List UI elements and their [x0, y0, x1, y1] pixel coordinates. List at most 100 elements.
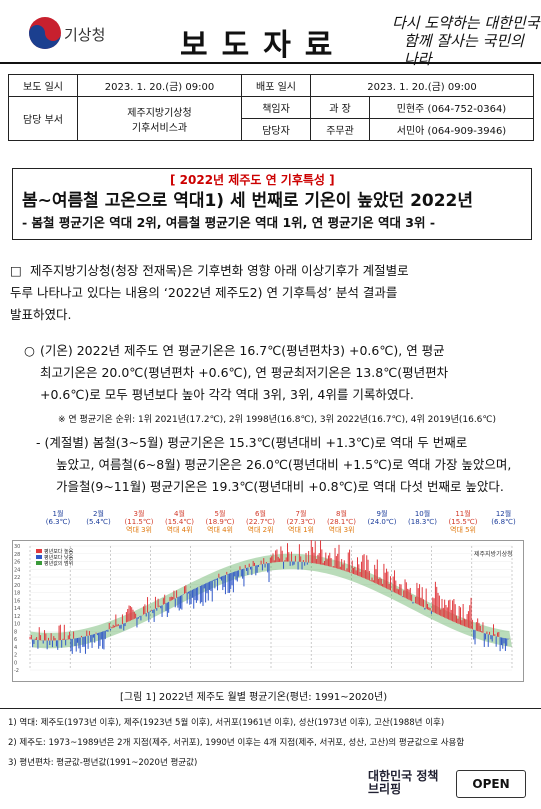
month-name: 11월 — [455, 510, 471, 518]
dept-value: 제주지방기상청 기후서비스과 — [77, 96, 242, 141]
staff-role: 주무관 — [310, 118, 370, 141]
month-label: 5월 (18.9℃) 역대 4위 — [200, 510, 240, 534]
month-name: 4월 — [174, 510, 185, 518]
month-label: 6월 (22.7℃) 역대 2위 — [241, 510, 281, 534]
month-rank: 역대 4위 — [166, 526, 193, 534]
month-temp: (15.5℃) — [448, 518, 478, 526]
org-name: 기상청 — [64, 26, 106, 44]
y-tick-label: 14 — [14, 606, 20, 612]
month-rank: 역대 3위 — [126, 526, 152, 534]
chart-frame — [12, 540, 524, 682]
headline-tag: [ 2022년 제주도 연 기후특성 ] — [170, 173, 335, 187]
y-tick-label: 20 — [14, 583, 20, 589]
month-name: 9월 — [376, 510, 388, 518]
footnote-1: 1) 역대: 제주도(1973년 이후), 제주(1923년 5월 이후), 서… — [8, 718, 445, 728]
month-name: 7월 — [295, 510, 307, 518]
temp-line-1: (기온) 2022년 제주도 연 평균기온은 16.7℃(평년편차3) +0.6… — [40, 343, 445, 358]
month-name: 12월 — [495, 510, 512, 518]
legend-label: 평년값의 범위 — [44, 560, 73, 567]
month-name: 5월 — [214, 510, 226, 518]
footnote-divider — [0, 708, 541, 709]
header-divider — [0, 62, 541, 64]
temp-circle: ○ — [24, 343, 35, 358]
season-line-2: 높았고, 여름철(6~8월) 평균기온은 26.0℃(평년대비 +1.5℃)로 … — [56, 457, 512, 472]
legend-swatch — [36, 561, 42, 565]
legend-label: 평년보다 낮음 — [44, 554, 74, 561]
dept-line-2: 기후서비스과 — [131, 122, 188, 134]
intro-line-1: 제주지방기상청(청장 전재목)은 기후변화 영향 아래 이상기후가 계절별로 — [30, 263, 409, 278]
month-temp: (18.9℃) — [205, 518, 235, 526]
y-tick-label: 26 — [14, 560, 20, 566]
season-paragraph: - (계절별) 봄철(3~5월) 평균기온은 15.3℃(평년대비 +1.3℃)… — [36, 432, 536, 498]
temp-paragraph: (기온) 2022년 제주도 연 평균기온은 16.7℃(평년편차3) +0.6… — [40, 340, 535, 406]
month-name: 8월 — [336, 510, 347, 518]
month-temp: (6.3℃) — [45, 518, 71, 526]
staff-label: 담당자 — [241, 118, 311, 141]
month-label: 2월 (5.4℃) — [79, 510, 119, 526]
staff-contact: 서민아 (064-909-3946) — [369, 118, 534, 141]
y-tick-label: 24 — [14, 567, 20, 573]
month-temp: (15.4℃) — [165, 518, 194, 526]
y-tick-label: 12 — [14, 614, 20, 620]
manager-contact: 민현주 (064-752-0364) — [369, 96, 534, 119]
month-label: 12월 (6.8℃) — [484, 510, 524, 526]
info-table: 보도 일시 2023. 1. 20.(금) 09:00 배포 일시 2023. … — [8, 74, 534, 141]
manager-label: 책임자 — [241, 96, 311, 119]
intro-line-2: 두루 나타나고 있다는 내용의 ‘2022년 제주도2) 연 기후특성’ 분석 … — [10, 285, 398, 300]
month-name: 10월 — [414, 510, 431, 518]
season-line-1: - (계절별) 봄철(3~5월) 평균기온은 15.3℃(평년대비 +1.3℃)… — [36, 435, 468, 450]
intro-paragraph: 제주지방기상청(청장 전재목)은 기후변화 영향 아래 이상기후가 계절별로 두… — [10, 260, 535, 326]
page-title: 보도자료 — [180, 28, 347, 63]
headline-box — [12, 168, 532, 240]
month-rank: 역대 5위 — [450, 526, 476, 534]
y-tick-label: 16 — [14, 598, 20, 604]
y-tick-label: 18 — [14, 591, 20, 597]
temp-line-2: 최고기온은 20.0℃(평년편차 +0.6℃), 연 평균최저기온은 13.8℃… — [40, 365, 449, 380]
month-temp: (6.8℃) — [491, 518, 516, 526]
month-label: 7월 (27.3℃) 역대 1위 — [281, 510, 321, 534]
intro-line-3: 발표하였다. — [10, 307, 72, 322]
open-license-badge: OPEN — [456, 770, 526, 798]
headline-subtitle: - 봄철 평균기온 역대 2위, 여름철 평균기온 역대 1위, 연 평균기온 … — [22, 215, 436, 230]
month-temp: (24.0℃) — [367, 518, 397, 526]
month-name: 3월 — [133, 510, 145, 518]
distribute-label: 배포 일시 — [241, 74, 311, 97]
month-rank: 역대 1위 — [288, 526, 314, 534]
y-tick-label: 10 — [14, 622, 20, 628]
y-tick-label: 0 — [14, 660, 17, 666]
dept-line-1: 제주지방기상청 — [127, 107, 192, 119]
dept-label: 담당 부서 — [8, 96, 78, 141]
month-rank: 역대 4위 — [207, 526, 233, 534]
y-tick-label: 30 — [14, 544, 20, 550]
temp-line-3: +0.6℃)로 모두 평년보다 높아 각각 역대 3위, 3위, 4위를 기록하… — [40, 387, 414, 402]
legend-label: 평년보다 높음 — [44, 548, 74, 555]
month-temp: (22.7℃) — [246, 518, 275, 526]
y-tick-label: 28 — [14, 552, 20, 558]
month-name: 2월 — [93, 510, 104, 518]
month-label: 11월 (15.5℃) 역대 5위 — [443, 510, 483, 534]
y-tick-label: 6 — [14, 637, 17, 643]
month-label: 3월 (11.5℃) 역대 3위 — [119, 510, 159, 534]
month-temp: (18.3℃) — [408, 518, 437, 526]
policy-briefing-logo: 대한민국 정책브리핑 — [368, 769, 439, 796]
rank-note: ※ 연 평균기온 순위: 1위 2021년(17.2℃), 2위 1998년(1… — [58, 415, 497, 425]
legend-swatch — [36, 555, 42, 559]
footnote-2: 2) 제주도: 1973~1989년은 2개 지점(제주, 서귀포), 1990… — [8, 738, 465, 748]
month-temp: (27.3℃) — [286, 518, 316, 526]
headline-title: 봄~여름철 고온으로 역대1) 세 번째로 기온이 높았던 2022년 — [22, 191, 474, 211]
month-name: 6월 — [255, 510, 266, 518]
chart-watermark: 제주지방기상청 — [474, 550, 513, 558]
month-label: 10월 (18.3℃) — [403, 510, 443, 526]
month-label: 9월 (24.0℃) — [362, 510, 402, 526]
release-value: 2023. 1. 20.(금) 09:00 — [77, 74, 242, 97]
month-rank: 역대 3위 — [328, 526, 355, 534]
month-label: 4월 (15.4℃) 역대 4위 — [160, 510, 200, 534]
kma-logo-icon — [29, 17, 61, 49]
distribute-value: 2023. 1. 20.(금) 09:00 — [310, 74, 534, 97]
y-tick-label: 2 — [14, 653, 17, 659]
y-tick-label: -2 — [14, 668, 19, 674]
manager-role: 과 장 — [310, 96, 370, 119]
release-label: 보도 일시 — [8, 74, 78, 97]
